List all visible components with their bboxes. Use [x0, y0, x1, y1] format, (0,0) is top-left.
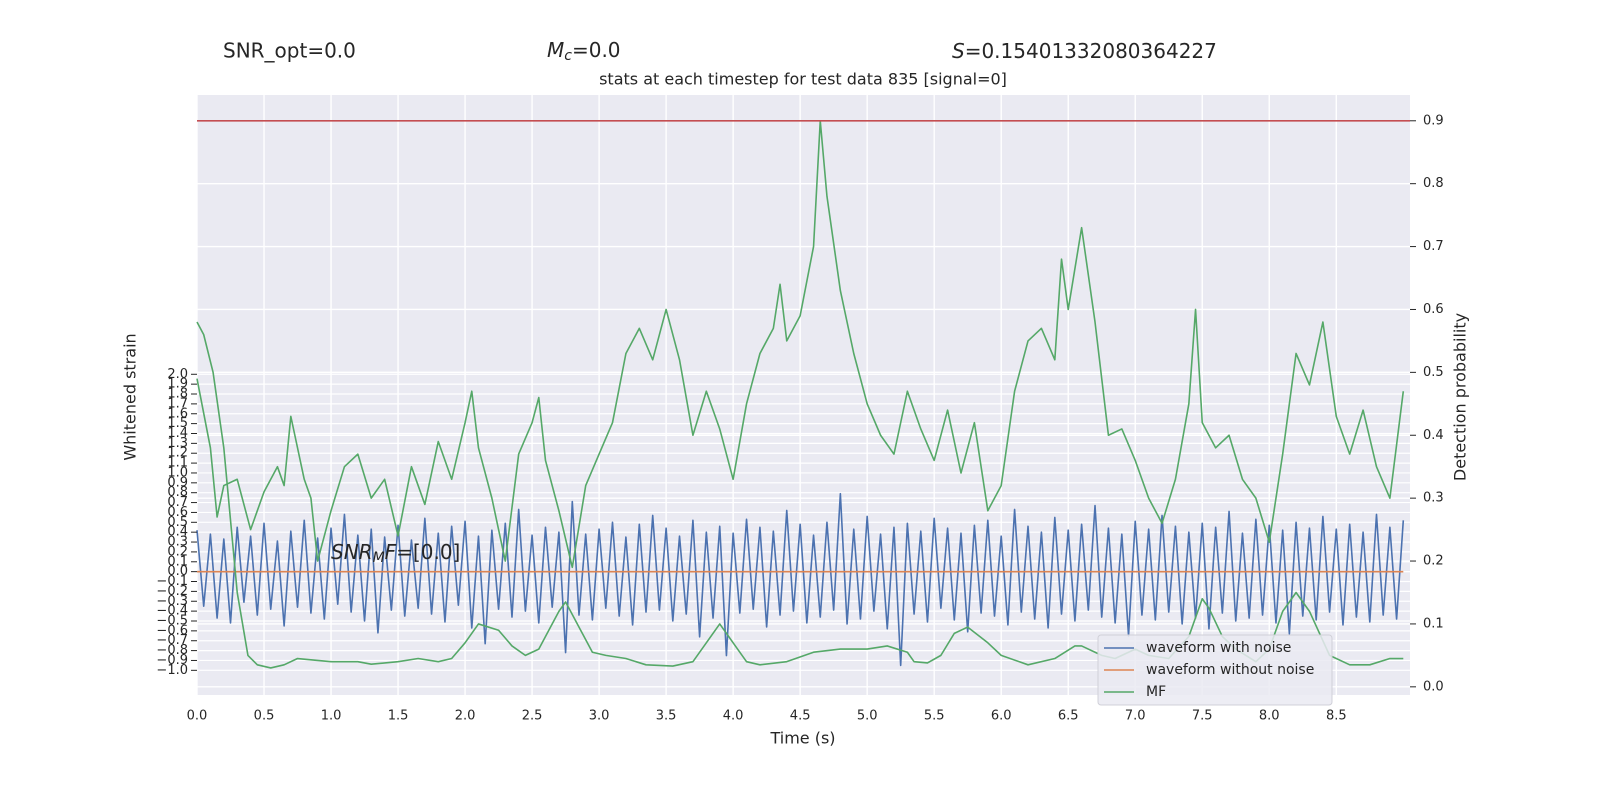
x-tick-label: 3.0	[589, 709, 610, 724]
x-tick-label: 7.0	[1125, 709, 1146, 724]
y-tick-label: 1.9	[167, 377, 188, 392]
x-tick-label: 6.5	[1058, 709, 1079, 724]
subscript: c	[564, 48, 572, 64]
y-tick-label: 0.7	[167, 495, 188, 510]
y-tick-label: −0.5	[156, 613, 188, 628]
y-tick-label: −0.7	[156, 633, 188, 648]
y-tick-label: 2.0	[167, 367, 188, 382]
y2-tick-label: 0.2	[1423, 554, 1444, 569]
y-tick-label: 0.5	[167, 515, 188, 530]
x-tick-label: 2.0	[455, 709, 476, 724]
y2-tick-label: 0.0	[1423, 679, 1444, 694]
y-tick-label: −0.1	[156, 574, 188, 589]
y-tick-label: 1.2	[167, 446, 188, 461]
legend-label: MF	[1146, 684, 1166, 700]
series-line	[196, 321, 1404, 669]
series-line	[196, 492, 1405, 667]
y-tick-label: 0.0	[167, 564, 188, 579]
chart-title: stats at each timestep for test data 835…	[599, 70, 1007, 89]
annotation: SNRMF=[0.0]	[331, 540, 460, 567]
x-tick-label: 7.5	[1192, 709, 1213, 724]
y-tick-label: 0.6	[167, 505, 188, 520]
header-s: S=0.15401332080364227	[952, 39, 1217, 63]
y2-tick-label: 0.5	[1423, 365, 1444, 380]
x-tick-label: 8.0	[1259, 709, 1280, 724]
header-mc: Mc=0.0	[547, 38, 621, 65]
y-axis-label: Whitened strain	[121, 333, 140, 460]
y2-tick-label: 0.9	[1423, 113, 1444, 128]
y-tick-label: 0.2	[167, 544, 188, 559]
y-tick-label: 0.1	[167, 554, 188, 569]
x-tick-label: 4.0	[723, 709, 744, 724]
series-line	[196, 119, 1405, 569]
y-tick-label: 0.9	[167, 475, 188, 490]
x-axis-label: Time (s)	[769, 729, 835, 748]
legend-label: waveform without noise	[1146, 662, 1314, 678]
y-tick-label: 1.5	[167, 416, 188, 431]
y-tick-label: 0.8	[167, 485, 188, 500]
y-tick-label: 0.3	[167, 535, 188, 550]
y-tick-label: 1.0	[167, 465, 188, 480]
symbol: S	[952, 39, 965, 63]
symbol: F	[385, 540, 397, 564]
x-tick-label: 0.0	[187, 709, 208, 724]
y-tick-label: −1.0	[156, 663, 188, 678]
y2-axis-label: Detection probability	[1451, 313, 1470, 481]
y-tick-label: −0.6	[156, 623, 188, 638]
x-tick-label: 3.5	[656, 709, 677, 724]
y-tick-label: −0.4	[156, 604, 188, 619]
rest: =[0.0]	[396, 540, 460, 564]
marks	[196, 119, 1410, 669]
y2-tick-label: 0.7	[1423, 239, 1444, 254]
x-tick-label: 5.5	[924, 709, 945, 724]
header-snr-opt: SNR_opt=0.0	[223, 39, 356, 63]
x-tick-label: 1.5	[388, 709, 409, 724]
y-tick-label: −0.3	[156, 594, 188, 609]
y-tick-label: −0.2	[156, 584, 188, 599]
legend-label: waveform with noise	[1146, 640, 1291, 656]
x-tick-label: 2.5	[522, 709, 543, 724]
y-tick-label: 1.1	[167, 456, 188, 471]
symbol: M	[547, 38, 564, 62]
legend-box	[1097, 634, 1333, 706]
y2-tick-label: 0.3	[1423, 491, 1444, 506]
y-tick-label: 0.4	[167, 525, 188, 540]
x-tick-label: 6.0	[991, 709, 1012, 724]
rest: =0.0	[572, 38, 621, 62]
legend: waveform with noise waveform without nois…	[1097, 634, 1333, 706]
y-tick-label: 1.4	[167, 426, 188, 441]
x-tick-label: 1.0	[321, 709, 342, 724]
x-tick-label: 5.0	[857, 709, 878, 724]
x-tick-label: 4.5	[790, 709, 811, 724]
y-tick-label: 1.7	[167, 396, 188, 411]
y-tick-label: 1.3	[167, 436, 188, 451]
y-tick-label: −0.8	[156, 643, 188, 658]
x-tick-label: 8.5	[1326, 709, 1347, 724]
y2-tick-label: 0.1	[1423, 616, 1444, 631]
y2-tick-label: 0.8	[1423, 176, 1444, 191]
rest: =0.15401332080364227	[965, 39, 1217, 63]
grid	[196, 95, 1410, 695]
plot-area	[197, 95, 1410, 695]
y2-tick-label: 0.6	[1423, 302, 1444, 317]
labels: 0.0 0.5 1.0 1.5 2.0 2.5 3.0 3.5 4.0 4.5 5.0 5.5 6.0 6…	[156, 113, 1443, 723]
subscript: M	[373, 550, 385, 566]
symbol: SNR	[331, 540, 373, 564]
y-tick-label: −0.9	[156, 653, 188, 668]
y-tick-label: 1.6	[167, 406, 188, 421]
y-tick-label: 1.8	[167, 387, 188, 402]
y2-tick-label: 0.4	[1423, 428, 1444, 443]
x-tick-label: 0.5	[254, 709, 275, 724]
